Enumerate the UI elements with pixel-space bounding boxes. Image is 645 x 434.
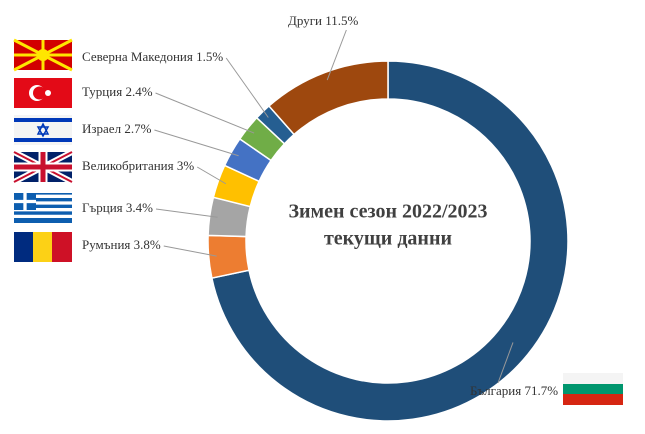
value-label: 3.4% [126,200,153,215]
leader-line [326,29,347,81]
flag-macedonia [13,38,73,72]
category-label: Израел [82,121,122,136]
value-label: 3% [177,158,195,173]
leader-line [154,129,239,157]
leader-line [196,166,227,185]
category-label: Гърция [82,200,123,215]
data-label: Северна Македония 1.5% [82,49,223,64]
value-label: 2.7% [124,121,151,136]
value-label: 1.5% [196,49,223,64]
donut-segment [207,234,250,279]
category-label: Северна Македония [82,49,193,64]
value-label: 2.4% [125,84,152,99]
data-label: Турция 2.4% [82,84,153,99]
leader-line [155,92,255,134]
flag-israel [14,115,72,145]
category-label: Румъния [82,237,130,252]
chart-title: Зимен сезон 2022/2023 [288,201,487,223]
category-label: Турция [82,84,122,99]
data-label: Румъния 3.8% [82,237,161,252]
category-label: Други [288,13,322,28]
donut-segment [210,60,569,422]
category-label: България [470,383,521,398]
data-label: Израел 2.7% [82,121,152,136]
data-label: България 71.7% [470,383,558,398]
leader-line [497,342,514,384]
data-label: Великобритания 3% [82,158,194,173]
flag-uk [12,149,74,185]
data-label: Други 11.5% [288,13,359,28]
leader-line [163,245,217,257]
value-label: 3.8% [134,237,161,252]
chart-subtitle: текущи данни [324,228,452,250]
value-label: 11.5% [325,13,358,28]
flag-turkey [14,78,72,108]
donut-segment [267,60,389,136]
data-label: Гърция 3.4% [82,200,153,215]
flag-greece [14,193,72,223]
leader-line [225,57,269,118]
leader-line [155,208,218,218]
flag-bulgaria [563,373,623,405]
flag-romania [14,232,72,262]
category-label: Великобритания [82,158,174,173]
value-label: 71.7% [524,383,558,398]
